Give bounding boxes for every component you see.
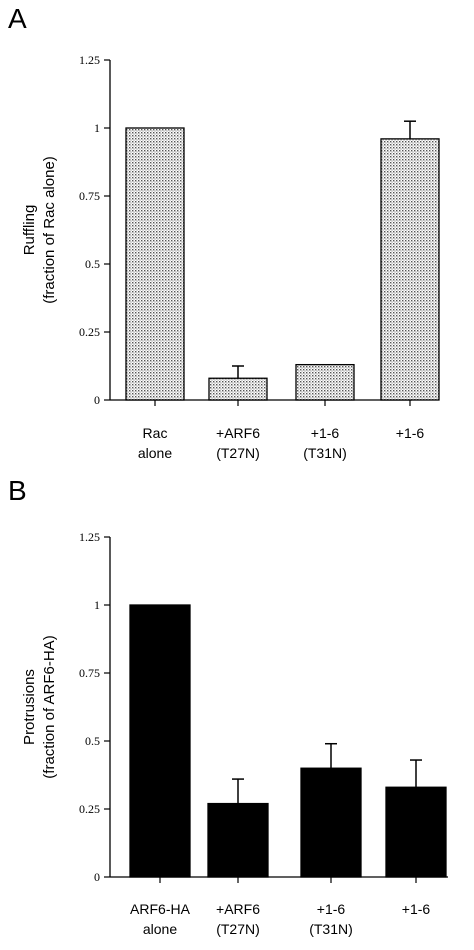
category-label: +1-6 [317, 901, 346, 917]
category-label: +1-6 [311, 425, 340, 441]
category-label: +1-6 [402, 901, 431, 917]
category-label: +ARF6 [216, 901, 260, 917]
panel-a: A 0 0.25 0.5 0.75 1 1.25 Ruffling (fraction of R… [8, 3, 440, 461]
category-label: +1-6 [396, 425, 425, 441]
y-tick-label: 1 [94, 598, 100, 612]
category-label: (T27N) [216, 445, 260, 461]
y-tick-label: 0.25 [79, 325, 100, 339]
bar [385, 786, 447, 878]
bar [125, 127, 185, 401]
y-tick-label: 1 [94, 121, 100, 135]
category-label: +ARF6 [216, 425, 260, 441]
category-label: (T31N) [309, 921, 353, 937]
y-tick-label: 0.25 [79, 802, 100, 816]
y-tick-label: 0 [94, 393, 100, 407]
bar [380, 138, 440, 401]
y-tick-label: 1.25 [79, 53, 100, 67]
panel-label: A [8, 3, 27, 34]
y-axis-title: Protrusions [21, 669, 38, 745]
y-axis-subtitle: (fraction of ARF6-HA) [41, 635, 58, 778]
y-axis-title: Ruffling [21, 205, 38, 256]
y-tick-label: 0.75 [79, 189, 100, 203]
category-label: alone [143, 921, 177, 937]
y-tick-label: 0.5 [85, 734, 100, 748]
category-label: ARF6-HA [130, 901, 191, 917]
y-tick-label: 1.25 [79, 530, 100, 544]
panel-label: B [8, 475, 27, 506]
y-tick-label: 0.75 [79, 666, 100, 680]
y-tick-label: 0 [94, 870, 100, 884]
panel-b: B 0 0.25 0.5 0.75 1 1.25 Protrusions (fraction o… [8, 475, 448, 937]
bar [208, 377, 268, 401]
y-axis-subtitle: (fraction of Rac alone) [41, 156, 58, 304]
category-label: Rac [143, 425, 168, 441]
bar [207, 802, 269, 878]
bar [300, 767, 362, 878]
y-tick-label: 0.5 [85, 257, 100, 271]
bar [295, 363, 355, 401]
category-label: (T27N) [216, 921, 260, 937]
bar [129, 604, 191, 878]
category-label: alone [138, 445, 172, 461]
category-label: (T31N) [303, 445, 347, 461]
